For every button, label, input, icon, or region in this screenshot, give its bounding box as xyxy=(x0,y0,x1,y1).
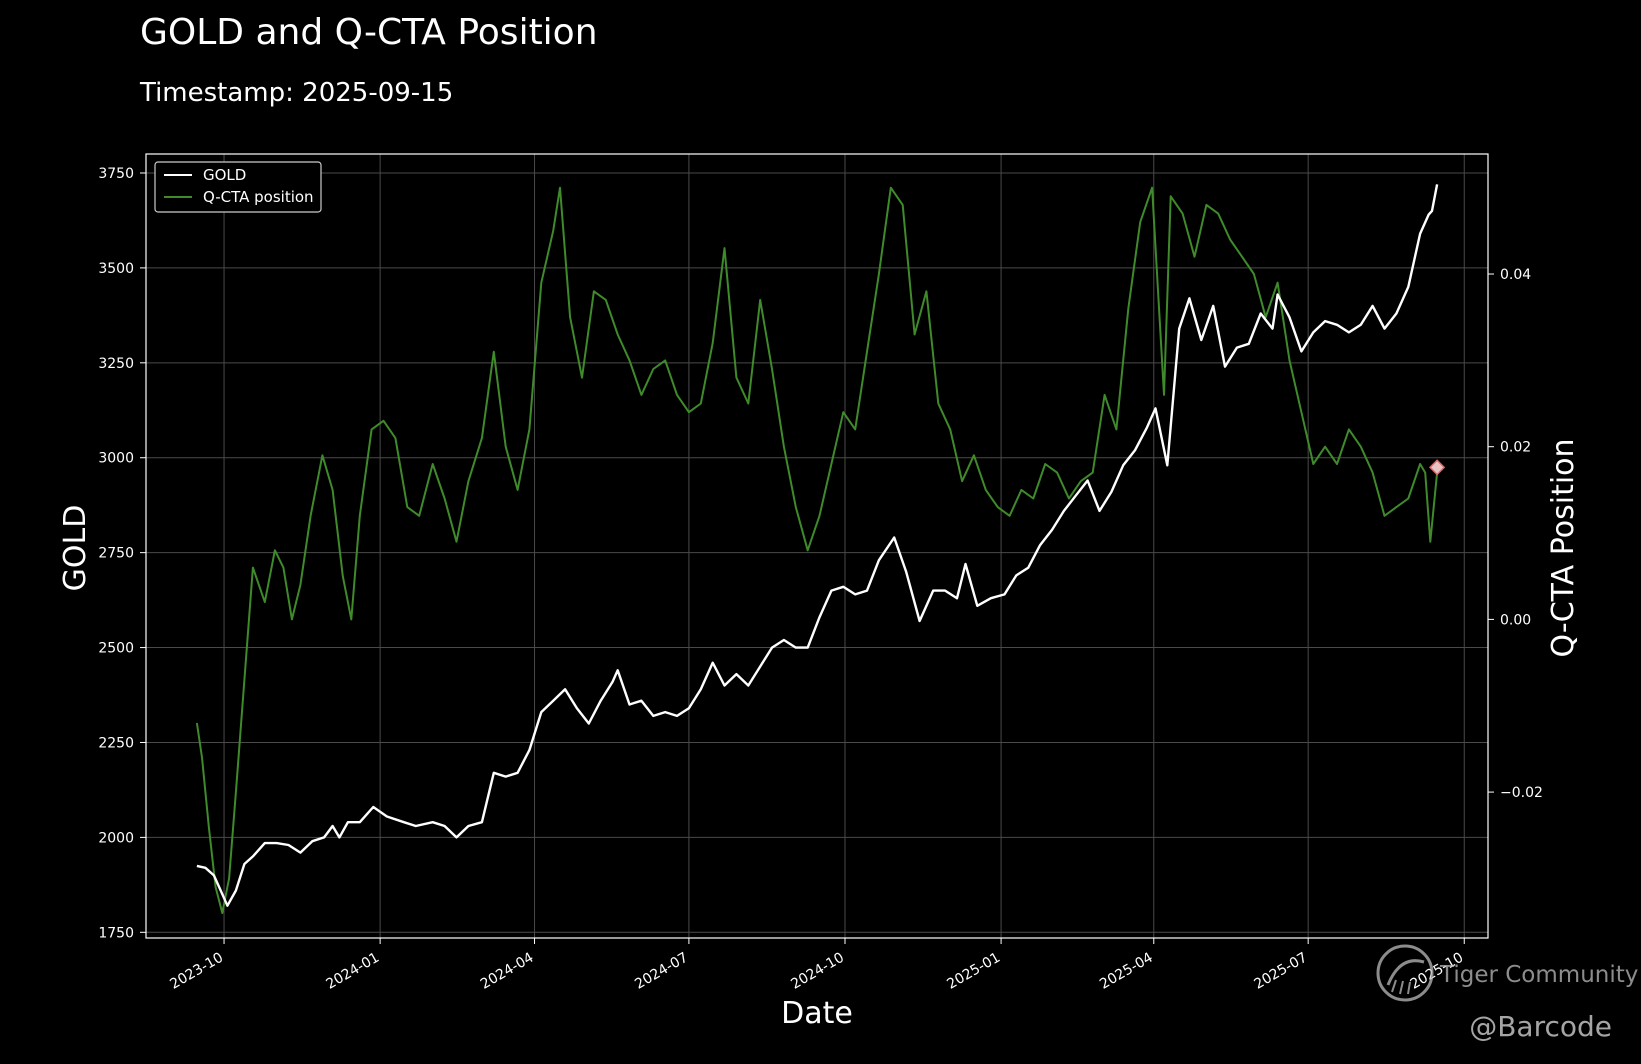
y-left-tick-label: 2000 xyxy=(98,830,134,846)
x-tick-label: 2024-04 xyxy=(478,950,537,993)
y-left-tick-label: 3000 xyxy=(98,451,134,467)
watermark-brand: Tiger Community xyxy=(1439,962,1638,988)
series-gold-line xyxy=(196,184,1439,907)
y-left-tick-label: 2500 xyxy=(98,641,134,657)
legend-gold-label: GOLD xyxy=(203,166,246,184)
y-axis-right-label: Q-CTA Position xyxy=(1546,438,1581,657)
x-tick-label: 2023-10 xyxy=(167,950,226,993)
y-right-tick-label: 0.00 xyxy=(1500,612,1531,628)
y-right-tick-label: 0.02 xyxy=(1500,440,1531,456)
plot-area xyxy=(146,154,1488,938)
y-left-tick-label: 3750 xyxy=(98,166,134,182)
x-tick-label: 2025-07 xyxy=(1251,950,1310,993)
chart-subtitle: Timestamp: 2025-09-15 xyxy=(140,78,454,108)
x-tick-label: 2024-07 xyxy=(632,950,691,993)
tiger-logo-icon xyxy=(1376,944,1434,1002)
y-left-tick-label: 1750 xyxy=(98,925,134,941)
x-tick-label: 2025-01 xyxy=(944,950,1003,993)
legend-qcta-label: Q-CTA position xyxy=(203,188,314,206)
y-left-tick-label: 3250 xyxy=(98,356,134,372)
last-point-marker xyxy=(1428,459,1446,476)
legend: GOLD Q-CTA position xyxy=(154,161,322,213)
y-left-tick-label: 2750 xyxy=(98,546,134,562)
x-axis-label: Date xyxy=(781,996,853,1031)
x-tick-label: 2024-10 xyxy=(788,950,847,993)
chart-title: GOLD and Q-CTA Position xyxy=(140,12,598,53)
axis-titles: Date GOLD Q-CTA Position xyxy=(58,438,1581,1031)
plot-frame xyxy=(145,153,1489,939)
series-layer xyxy=(195,184,1446,914)
y-left-tick-label: 2250 xyxy=(98,735,134,751)
grid-layer xyxy=(146,154,1488,938)
series-qcta-line xyxy=(195,186,1439,914)
y-left-tick-label: 3500 xyxy=(98,261,134,277)
y-right-tick-label: −0.02 xyxy=(1500,785,1543,801)
y-right-tick-label: 0.04 xyxy=(1500,267,1531,283)
legend-box xyxy=(154,161,322,213)
x-tick-label: 2025-04 xyxy=(1097,950,1156,993)
x-tick-label: 2024-01 xyxy=(323,950,382,993)
y-axis-left-label: GOLD xyxy=(58,505,93,592)
watermark-handle: @Barcode xyxy=(1469,1010,1612,1043)
watermark: Tiger Community @Barcode xyxy=(1376,944,1638,1043)
